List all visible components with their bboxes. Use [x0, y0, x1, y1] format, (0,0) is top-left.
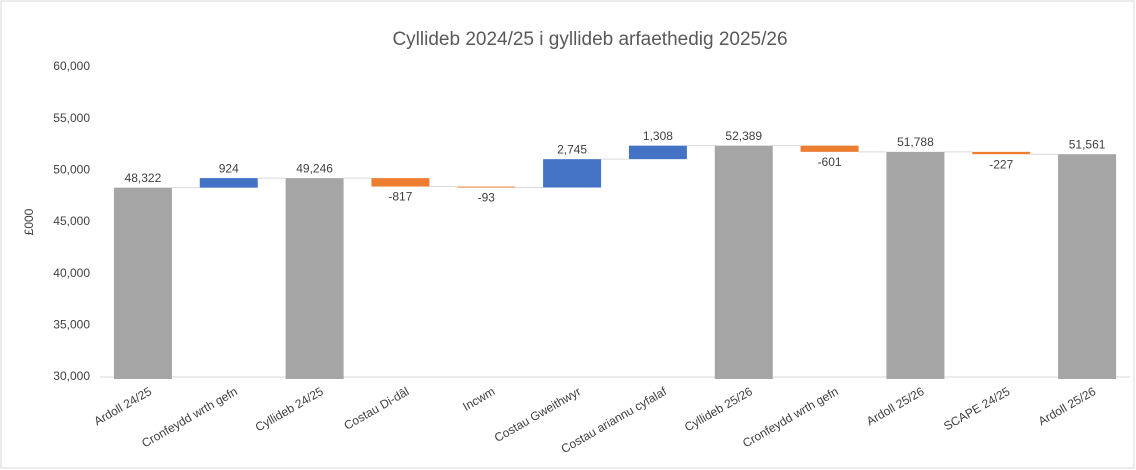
y-tick-label: 55,000 — [53, 111, 90, 125]
data-label: 49,246 — [296, 161, 333, 175]
bar — [199, 178, 258, 188]
bar — [628, 145, 687, 160]
bar — [113, 187, 172, 379]
y-axis-label: £000 — [22, 208, 36, 235]
bar — [543, 159, 602, 188]
bar — [457, 186, 516, 188]
data-label: 51,561 — [1069, 137, 1106, 151]
data-label: 48,322 — [125, 171, 162, 185]
data-label: -817 — [388, 190, 412, 204]
data-label: -227 — [989, 157, 1013, 171]
data-label: 924 — [219, 161, 239, 175]
bar — [972, 151, 1031, 155]
bar — [714, 145, 773, 379]
chart-title: Cyllideb 2024/25 i gyllideb arfaethedig … — [392, 29, 787, 50]
bar — [800, 145, 859, 152]
y-tick-label: 35,000 — [53, 318, 90, 332]
y-tick-label: 40,000 — [53, 266, 90, 280]
data-label: 52,389 — [725, 129, 762, 143]
data-label: -601 — [818, 155, 842, 169]
bar — [1058, 154, 1117, 379]
y-tick-label: 30,000 — [53, 369, 90, 383]
bar — [886, 151, 945, 379]
data-label: 2,745 — [557, 142, 587, 156]
data-label: 1,308 — [643, 129, 673, 143]
bar — [285, 178, 344, 379]
y-tick-label: 60,000 — [53, 59, 90, 73]
y-tick-label: 50,000 — [53, 163, 90, 177]
bar — [371, 178, 430, 187]
data-label: 51,788 — [897, 135, 934, 149]
y-tick-label: 45,000 — [53, 214, 90, 228]
data-label: -93 — [478, 191, 496, 205]
